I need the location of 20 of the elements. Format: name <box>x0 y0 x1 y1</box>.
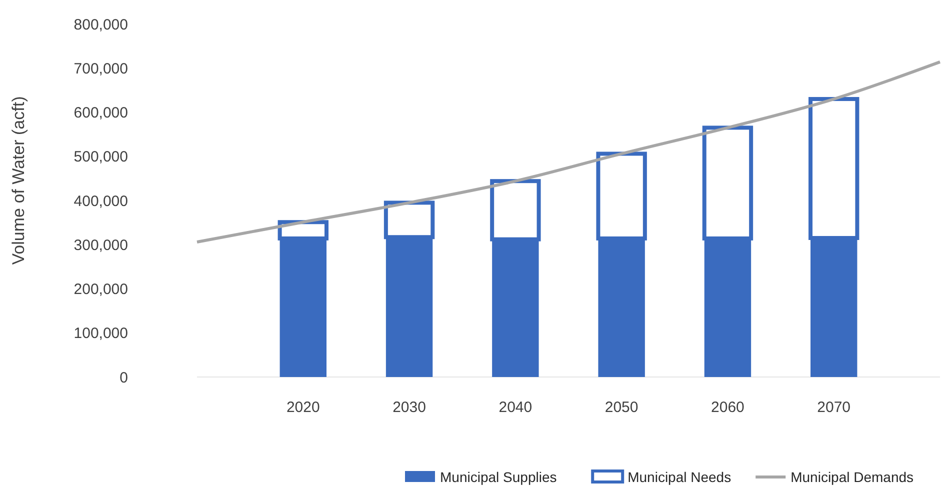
y-tick-label: 0 <box>120 369 128 386</box>
x-tick-label: 2060 <box>711 399 744 416</box>
y-tick-label: 300,000 <box>74 236 128 254</box>
y-tick-label: 800,000 <box>74 16 128 34</box>
y-tick-label: 200,000 <box>74 281 128 298</box>
y-axis-title: Volume of Water (acft) <box>9 96 28 265</box>
x-tick-label: 2030 <box>392 399 426 416</box>
y-tick-label: 600,000 <box>74 104 128 122</box>
y-tick-label: 500,000 <box>74 148 128 166</box>
x-tick-label: 2020 <box>286 399 320 416</box>
legend-label: Municipal Demands <box>790 469 914 485</box>
x-tick-label: 2050 <box>604 399 638 416</box>
y-tick-label: 100,000 <box>74 325 128 342</box>
legend-label: Municipal Supplies <box>440 469 557 485</box>
x-tick-label: 2040 <box>498 399 532 416</box>
line-series <box>196 60 942 244</box>
y-tick-label: 700,000 <box>74 60 128 78</box>
x-tick-label: 2070 <box>817 399 851 416</box>
y-tick-label: 400,000 <box>74 192 128 210</box>
legend-label: Municipal Needs <box>628 469 732 485</box>
